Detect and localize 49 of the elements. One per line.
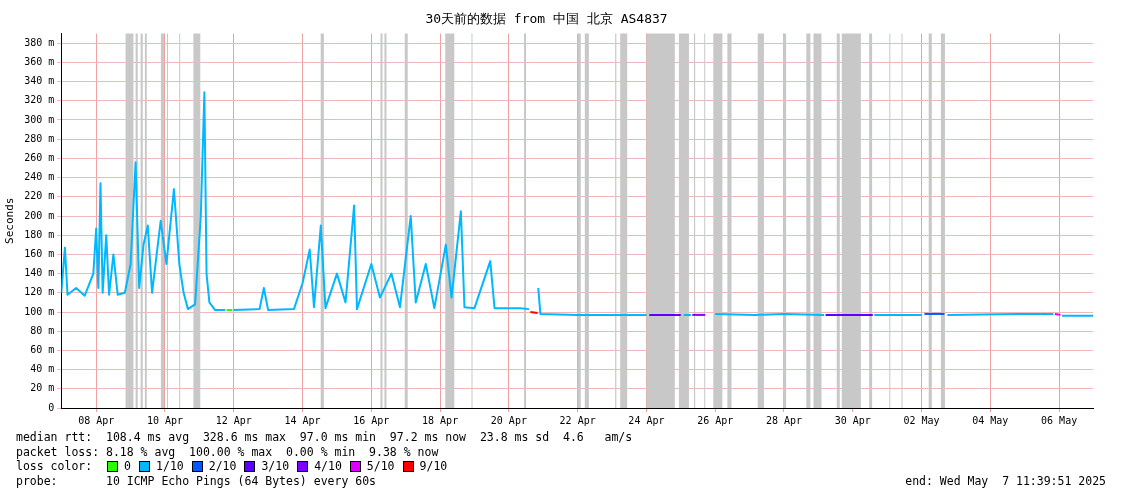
legend-label: 5/10	[366, 459, 395, 474]
x-tick-label: 24 Apr	[628, 414, 665, 426]
x-tick-label: 02 May	[903, 414, 940, 426]
legend-label: 3/10	[261, 459, 290, 474]
chart-title: 30天前的数据 from 中国 北京 AS4837	[425, 11, 668, 27]
x-tick-label: 08 Apr	[78, 414, 115, 426]
x-tick-label: 18 Apr	[422, 414, 459, 426]
y-tick-label: 180 m	[24, 228, 55, 240]
legend-label: 0	[124, 459, 132, 474]
y-tick-label: 280 m	[24, 132, 55, 144]
y-tick-label: 340 m	[24, 75, 55, 87]
legend-title: loss color:	[16, 459, 94, 474]
x-tick-label: 10 Apr	[146, 414, 184, 426]
y-tick-label: 100 m	[24, 305, 55, 317]
y-tick-label: 240 m	[24, 171, 55, 183]
y-tick-label: 220 m	[24, 190, 55, 202]
y-tick-label: 60 m	[30, 343, 55, 355]
y-tick-label: 380 m	[24, 36, 55, 48]
y-tick-label: 0	[48, 401, 55, 413]
x-tick-label: 20 Apr	[490, 414, 527, 426]
y-axis-title: Seconds	[3, 197, 17, 244]
legend-label: 2/10	[208, 459, 237, 474]
y-tick-label: 320 m	[24, 94, 55, 106]
y-tick-label: 160 m	[24, 247, 55, 259]
text: median rtt: 108.4 ms avg 328.6 ms max 97.0 ms min 97.2 ms now 23.8 ms sd 4.6 am/s	[16, 430, 634, 445]
x-tick-label: 04 May	[972, 414, 1009, 426]
x-tick-label: 06 May	[1041, 414, 1078, 426]
y-tick-label: 200 m	[24, 209, 55, 221]
x-tick-label: 30 Apr	[834, 414, 871, 426]
x-tick-label: 12 Apr	[215, 414, 252, 426]
x-tick-label: 22 Apr	[559, 414, 596, 426]
x-tick-label: 28 Apr	[765, 414, 803, 426]
y-tick-label: 80 m	[30, 324, 55, 336]
x-tick-label: 14 Apr	[284, 414, 321, 426]
y-tick-label: 360 m	[24, 55, 55, 67]
y-tick-label: 260 m	[24, 151, 55, 163]
x-tick-label: 26 Apr	[697, 414, 734, 426]
text: probe: 10 ICMP Echo Pings (64 Bytes) every 60s	[16, 473, 377, 488]
legend-label: 4/10	[314, 459, 342, 474]
text: packet loss: 8.18 % avg 100.00 % max 0.00 % min 9.38 % now	[16, 444, 440, 459]
x-tick-label: 16 Apr	[353, 414, 390, 426]
y-tick-label: 140 m	[24, 267, 55, 279]
y-tick-label: 300 m	[24, 113, 55, 125]
y-tick-label: 40 m	[30, 363, 55, 375]
legend-label: 9/10	[419, 459, 448, 474]
y-tick-label: 120 m	[24, 286, 55, 298]
text: end: Wed May 7 11:39:51 2025	[905, 473, 1106, 488]
y-tick-label: 20 m	[30, 382, 55, 394]
legend-label: 1/10	[156, 459, 184, 474]
